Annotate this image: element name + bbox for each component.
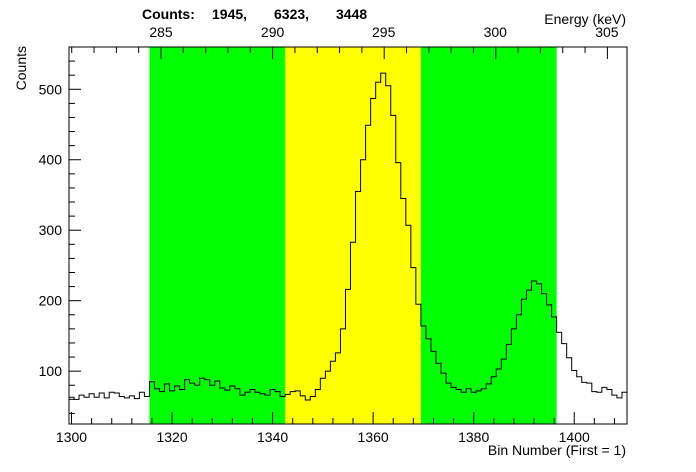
y-tick-label: 400 bbox=[39, 152, 63, 168]
plot-frame bbox=[68, 46, 628, 425]
energy-regions bbox=[149, 47, 557, 424]
x-tick-label: 1360 bbox=[358, 429, 389, 445]
counts-value-1: 1945, bbox=[212, 6, 247, 22]
energy-tick-label: 290 bbox=[261, 24, 285, 40]
y-tick-label: 500 bbox=[39, 81, 63, 97]
x-tick-label: 1400 bbox=[559, 429, 590, 445]
energy-tick-label: 295 bbox=[372, 24, 396, 40]
energy-axis-label: Energy (keV) bbox=[544, 11, 626, 27]
region-0 bbox=[149, 47, 286, 424]
x-axis-label: Bin Number (First = 1) bbox=[488, 442, 626, 458]
x-tick-label: 1380 bbox=[458, 429, 489, 445]
counts-value-3: 3448 bbox=[336, 6, 367, 22]
x-tick-label: 1340 bbox=[257, 429, 288, 445]
energy-tick-label: 305 bbox=[595, 24, 619, 40]
histogram-line bbox=[69, 72, 627, 401]
energy-tick-label: 300 bbox=[484, 24, 508, 40]
y-axis-label: Counts bbox=[13, 46, 29, 90]
y-tick-label: 300 bbox=[39, 222, 63, 238]
counts-value-2: 6323, bbox=[274, 6, 309, 22]
x-tick-label: 1300 bbox=[56, 429, 87, 445]
y-tick-label: 200 bbox=[39, 293, 63, 309]
x-tick-label: 1320 bbox=[156, 429, 187, 445]
region-2 bbox=[420, 47, 557, 424]
counts-title-label: Counts: bbox=[142, 6, 195, 22]
region-1 bbox=[285, 47, 421, 424]
y-tick-label: 100 bbox=[39, 363, 63, 379]
energy-tick-label: 285 bbox=[149, 24, 173, 40]
axis-ticks bbox=[69, 46, 615, 424]
